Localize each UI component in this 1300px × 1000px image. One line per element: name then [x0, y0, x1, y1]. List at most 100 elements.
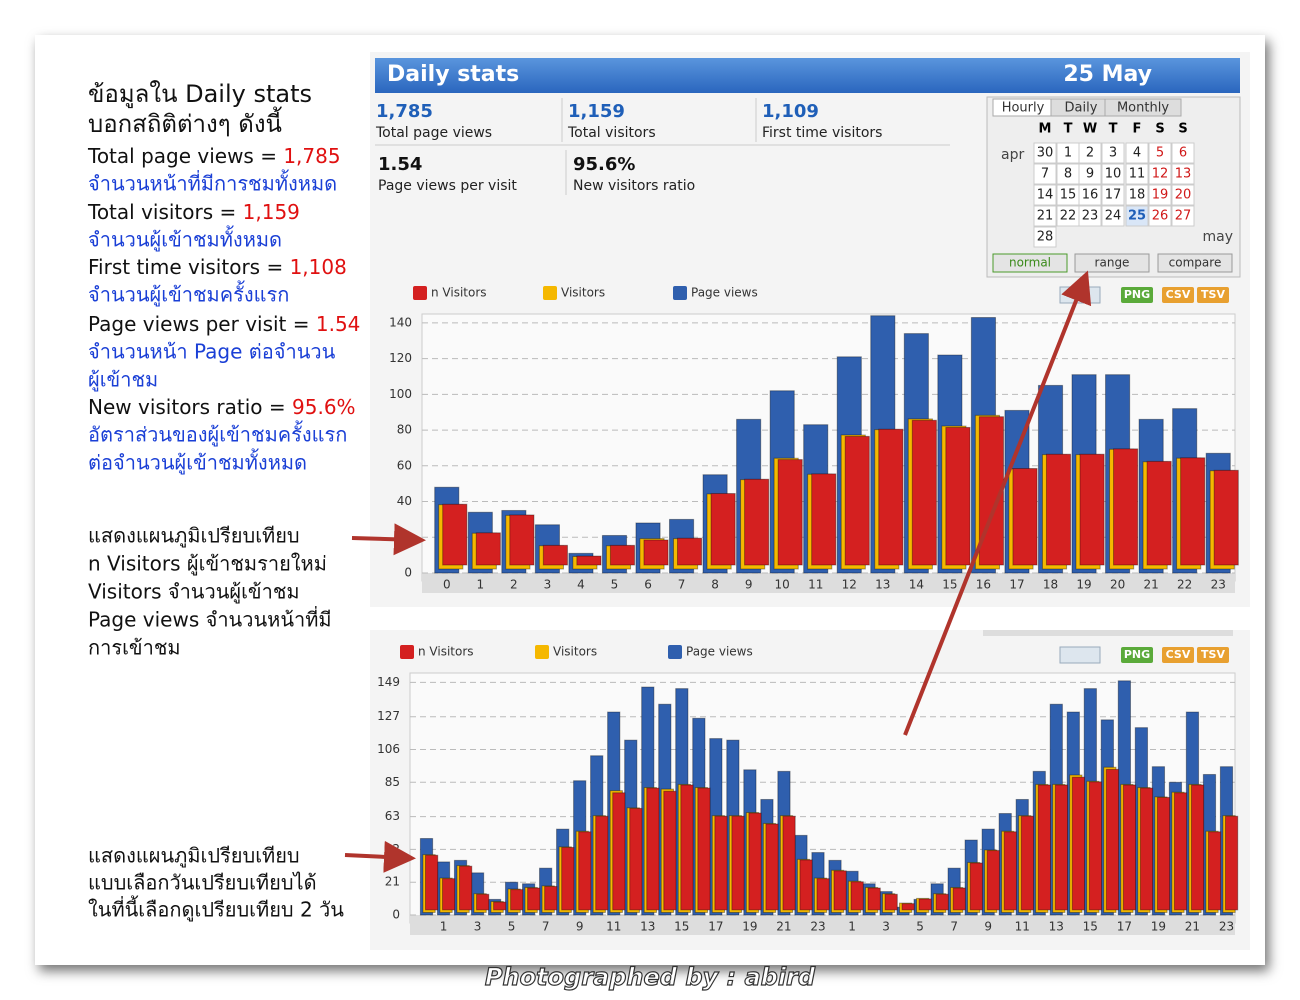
export-button[interactable]	[1197, 287, 1229, 303]
day-cell[interactable]	[1148, 205, 1172, 227]
day-cell[interactable]	[1033, 142, 1057, 164]
day-cell[interactable]	[1125, 205, 1149, 227]
day[interactable]: 12	[1152, 167, 1169, 182]
bar	[424, 854, 439, 911]
button-label[interactable]: normal	[1009, 256, 1051, 270]
day[interactable]: 28	[1037, 230, 1054, 245]
day[interactable]: 23	[1082, 209, 1099, 224]
y-tick-label: 149	[377, 675, 400, 689]
day-cell[interactable]	[1033, 163, 1057, 185]
bar	[710, 493, 736, 566]
day[interactable]: 10	[1105, 167, 1122, 182]
day-cell[interactable]	[1125, 184, 1149, 206]
day-cell[interactable]	[1078, 142, 1102, 164]
button-label[interactable]: compare	[1169, 256, 1222, 270]
day[interactable]: 13	[1175, 167, 1192, 182]
day-cell[interactable]	[1101, 184, 1125, 206]
export-button[interactable]	[1162, 287, 1194, 303]
day[interactable]: 9	[1086, 167, 1094, 182]
day[interactable]: 16	[1082, 188, 1099, 203]
day[interactable]: 1	[1064, 146, 1072, 161]
bar	[714, 815, 728, 911]
stat-note-desc: อัตราส่วนของผู้เข้าชมครั้งแรก	[88, 421, 347, 448]
day[interactable]: 11	[1129, 167, 1146, 182]
y-tick-label: 106	[377, 742, 400, 756]
day-cell[interactable]	[1101, 142, 1125, 164]
bar	[867, 887, 881, 911]
day-cell[interactable]	[1148, 163, 1172, 185]
x-tick-label: 4	[577, 578, 585, 592]
tab-label[interactable]: Daily	[1065, 101, 1098, 116]
export-label[interactable]: CSV	[1166, 648, 1191, 661]
day[interactable]: 21	[1037, 209, 1054, 224]
day[interactable]: 15	[1060, 188, 1077, 203]
weekday: S	[1155, 122, 1164, 137]
day-cell[interactable]	[1171, 184, 1195, 206]
day[interactable]: 24	[1105, 209, 1122, 224]
tab-label[interactable]: Monthly	[1117, 101, 1169, 116]
button-label[interactable]: range	[1095, 256, 1130, 270]
button[interactable]	[1074, 253, 1150, 273]
day-cell[interactable]	[1171, 205, 1195, 227]
export-label[interactable]: PNG	[1124, 648, 1150, 661]
export-button[interactable]	[1121, 287, 1153, 303]
day-cell[interactable]	[1125, 163, 1149, 185]
weekday: W	[1083, 122, 1097, 137]
x-tick-label: 23	[1219, 920, 1234, 934]
bar	[731, 815, 745, 911]
bar	[1190, 784, 1205, 911]
panel-title: Daily stats	[387, 62, 519, 87]
day-cell[interactable]	[1078, 163, 1102, 185]
bar	[612, 792, 626, 911]
button[interactable]	[992, 253, 1068, 273]
export-label[interactable]: TSV	[1201, 648, 1225, 661]
day-cell[interactable]	[1033, 205, 1057, 227]
export-button[interactable]	[1197, 647, 1229, 663]
day-cell[interactable]	[1078, 205, 1102, 227]
day-cell[interactable]	[1033, 226, 1057, 248]
day-cell[interactable]	[1171, 142, 1195, 164]
legend-label: n Visitors	[431, 286, 487, 300]
day-cell[interactable]	[1101, 163, 1125, 185]
export-label[interactable]: TSV	[1201, 288, 1225, 301]
x-tick-label: 1	[476, 578, 484, 592]
tab[interactable]	[1104, 98, 1182, 117]
tab-label[interactable]: Hourly	[1002, 101, 1045, 116]
day-cell[interactable]	[1033, 184, 1057, 206]
day-cell[interactable]	[1171, 163, 1195, 185]
day[interactable]: 22	[1060, 209, 1077, 224]
bar	[576, 555, 602, 566]
day-cell[interactable]	[1101, 205, 1125, 227]
x-tick-label: 6	[644, 578, 652, 592]
day-cell[interactable]	[1148, 184, 1172, 206]
plot-floor	[422, 573, 1235, 593]
day-cell[interactable]	[1125, 142, 1149, 164]
day[interactable]: 3	[1109, 146, 1117, 161]
day[interactable]: 14	[1037, 188, 1054, 203]
day[interactable]: 4	[1133, 146, 1141, 161]
day-cell[interactable]	[1078, 184, 1102, 206]
day[interactable]: 7	[1041, 167, 1049, 182]
export-label[interactable]: PNG	[1124, 288, 1150, 301]
day[interactable]: 27	[1175, 209, 1192, 224]
day[interactable]: 8	[1064, 167, 1072, 182]
export-button[interactable]	[1121, 647, 1153, 663]
day[interactable]: 17	[1105, 188, 1122, 203]
export-label[interactable]: CSV	[1166, 288, 1191, 301]
day[interactable]: 20	[1175, 188, 1192, 203]
x-tick-label: 11	[1015, 920, 1030, 934]
chart-note: แสดงแผนภูมิเปรียบเทียบ	[88, 524, 300, 549]
day[interactable]: 2	[1086, 146, 1094, 161]
day[interactable]: 6	[1179, 146, 1187, 161]
day[interactable]: 5	[1156, 146, 1164, 161]
day[interactable]: 25	[1128, 209, 1146, 224]
day[interactable]: 19	[1152, 188, 1169, 203]
stat-note-value: 1,785	[283, 144, 340, 168]
button[interactable]	[1157, 253, 1233, 273]
day[interactable]: 18	[1129, 188, 1146, 203]
day[interactable]: 26	[1152, 209, 1169, 224]
export-button[interactable]	[1162, 647, 1194, 663]
bar	[1105, 768, 1120, 911]
day[interactable]: 30	[1037, 146, 1054, 161]
day-cell[interactable]	[1148, 142, 1172, 164]
